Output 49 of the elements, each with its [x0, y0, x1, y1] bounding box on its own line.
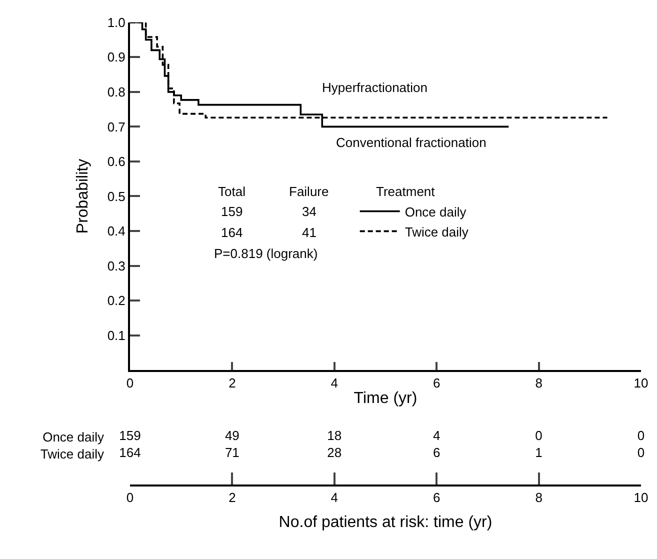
y-tick-label: 0.3: [107, 258, 126, 274]
legend-label: Once daily: [404, 204, 467, 220]
data-label: 0: [637, 428, 645, 443]
x-tick-label: 4: [330, 490, 338, 505]
x-tick-label: 2: [228, 490, 236, 505]
y-tick-label: 0.5: [107, 188, 126, 204]
x-axis-title: No.of patients at risk: time (yr): [278, 514, 492, 532]
annotation: Total: [218, 184, 246, 199]
annotation: P=0.819 (logrank): [214, 246, 318, 261]
annotation: Failure: [289, 184, 329, 199]
data-label: 4: [432, 428, 440, 443]
data-label: 0: [637, 445, 645, 460]
y-tick-label: 0.4: [107, 224, 126, 239]
x-tick-label: 10: [634, 490, 648, 505]
y-tick-label: 0.1: [107, 328, 126, 343]
legend-label: Twice daily: [404, 224, 469, 240]
annotation: 41: [302, 225, 316, 240]
x-tick-label: 6: [432, 490, 440, 505]
annotation: Hyperfractionation: [322, 80, 428, 95]
y-tick-label: 0.9: [107, 50, 126, 65]
y-tick-label: 0.8: [107, 84, 126, 100]
y-tick-label: 1.0: [107, 14, 126, 30]
annotation: Conventional fractionation: [336, 135, 486, 150]
x-tick-label: 8: [535, 376, 542, 391]
y-tick-label: 0.2: [107, 293, 126, 308]
annotation: 34: [302, 204, 316, 219]
data-label: 18: [327, 428, 342, 443]
y-tick-label: 0.7: [107, 119, 126, 134]
y-axis-title: Probability: [74, 158, 92, 234]
x-tick-label: 10: [634, 376, 648, 391]
data-label: 6: [432, 445, 440, 460]
y-tick-label: 0.6: [107, 154, 126, 170]
x-tick-label: 2: [228, 376, 236, 391]
annotation: 164: [221, 225, 243, 240]
x-tick-label: 4: [330, 376, 338, 391]
data-label: 49: [224, 428, 240, 443]
data-label: 1: [535, 445, 542, 460]
data-label: 28: [327, 445, 342, 460]
data-label: 71: [224, 445, 240, 460]
data-label: 164: [119, 445, 141, 460]
x-tick-label: 0: [126, 376, 134, 391]
x-tick-label: 8: [535, 490, 542, 505]
annotation: 159: [221, 204, 243, 219]
annotation: Treatment: [376, 184, 436, 199]
x-tick-label: 6: [432, 376, 440, 391]
x-axis-title: Time (yr): [354, 390, 418, 407]
data-label: 0: [535, 428, 542, 443]
data-label: 159: [119, 428, 141, 443]
x-tick-label: 0: [126, 490, 134, 505]
